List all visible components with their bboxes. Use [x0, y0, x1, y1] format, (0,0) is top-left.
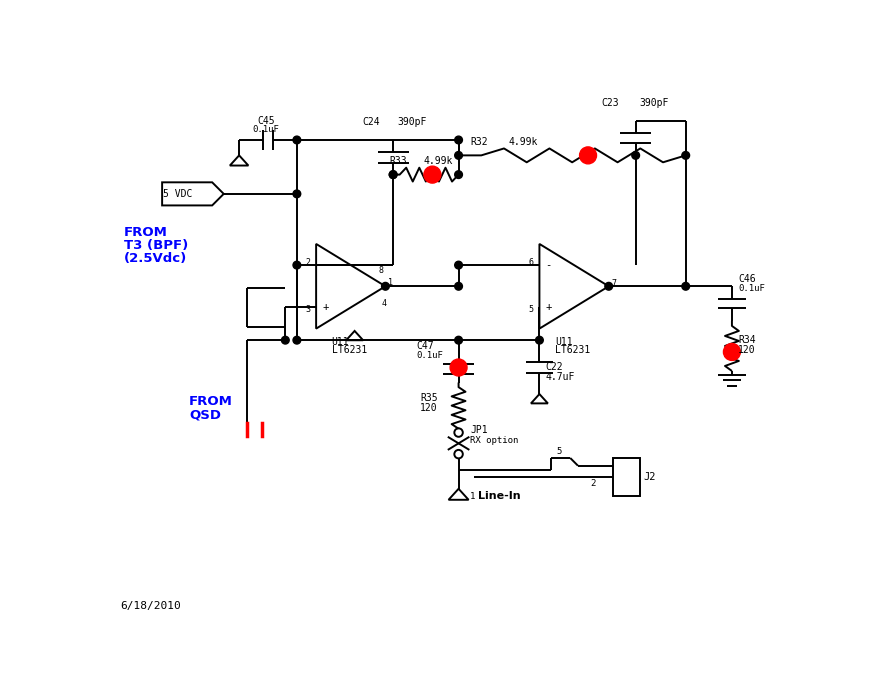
Circle shape: [579, 147, 596, 164]
Text: (2.5Vdc): (2.5Vdc): [124, 252, 187, 265]
Text: C23: C23: [601, 98, 618, 108]
Circle shape: [631, 151, 639, 159]
Text: T3 (BPF): T3 (BPF): [124, 239, 188, 252]
Text: QSD: QSD: [189, 408, 221, 422]
Text: 8: 8: [378, 267, 383, 276]
Circle shape: [292, 190, 300, 198]
Text: 1: 1: [387, 278, 392, 287]
Text: 0.1uF: 0.1uF: [738, 284, 764, 293]
Text: 120: 120: [738, 346, 755, 355]
Circle shape: [723, 343, 739, 360]
Text: 3: 3: [305, 305, 310, 314]
Text: 4: 4: [381, 299, 386, 309]
Text: 5: 5: [528, 305, 533, 314]
Text: 0.1uF: 0.1uF: [416, 351, 443, 360]
Text: 390pF: 390pF: [639, 98, 668, 108]
Text: FROM: FROM: [124, 226, 168, 239]
Text: R35: R35: [420, 393, 437, 403]
Text: 4.99k: 4.99k: [508, 137, 537, 147]
Circle shape: [423, 166, 441, 183]
Text: 6/18/2010: 6/18/2010: [119, 601, 180, 611]
Text: C22: C22: [545, 362, 563, 372]
Circle shape: [535, 336, 543, 344]
Text: 390pF: 390pF: [397, 117, 426, 127]
Text: Line-In: Line-In: [478, 491, 520, 501]
Text: -: -: [545, 260, 551, 270]
Circle shape: [454, 151, 462, 159]
Text: +: +: [545, 302, 551, 313]
Text: R32: R32: [470, 137, 487, 147]
Text: JP1: JP1: [470, 425, 487, 436]
Bar: [612, 458, 639, 496]
Text: 120: 120: [420, 403, 437, 413]
Circle shape: [450, 359, 466, 376]
Text: 2: 2: [305, 258, 310, 267]
Text: 5 VDC: 5 VDC: [162, 189, 192, 199]
Text: RX option: RX option: [470, 436, 518, 445]
Circle shape: [381, 283, 389, 290]
Text: R34: R34: [738, 335, 755, 346]
Text: 4.7uF: 4.7uF: [545, 372, 574, 382]
Circle shape: [281, 336, 289, 344]
Text: 6: 6: [528, 258, 533, 267]
Text: -: -: [322, 260, 328, 270]
Text: FROM: FROM: [189, 395, 233, 408]
Text: C47: C47: [416, 341, 434, 351]
Text: +: +: [322, 302, 328, 313]
Text: C24: C24: [362, 117, 379, 127]
Circle shape: [681, 283, 688, 290]
Text: 1: 1: [470, 492, 475, 501]
Text: 0.1uF: 0.1uF: [252, 125, 279, 134]
Text: LT6231: LT6231: [554, 346, 589, 355]
Circle shape: [292, 261, 300, 269]
Circle shape: [681, 151, 688, 159]
Text: LT6231: LT6231: [331, 346, 366, 355]
Text: 4.99k: 4.99k: [423, 156, 453, 165]
Text: 2: 2: [590, 479, 595, 488]
Circle shape: [454, 283, 462, 290]
Circle shape: [292, 136, 300, 144]
Text: 5: 5: [556, 447, 561, 456]
Text: R33: R33: [389, 156, 407, 165]
Circle shape: [604, 283, 612, 290]
Text: 7: 7: [610, 279, 615, 288]
Text: J2: J2: [643, 473, 655, 482]
Circle shape: [292, 336, 300, 344]
Circle shape: [454, 171, 462, 179]
Text: C45: C45: [257, 116, 275, 126]
Circle shape: [454, 136, 462, 144]
Text: C46: C46: [738, 274, 755, 283]
Text: U11: U11: [554, 336, 572, 347]
Circle shape: [454, 261, 462, 269]
Text: U11: U11: [331, 336, 349, 347]
Circle shape: [454, 336, 462, 344]
Circle shape: [389, 171, 397, 179]
Circle shape: [389, 171, 397, 179]
